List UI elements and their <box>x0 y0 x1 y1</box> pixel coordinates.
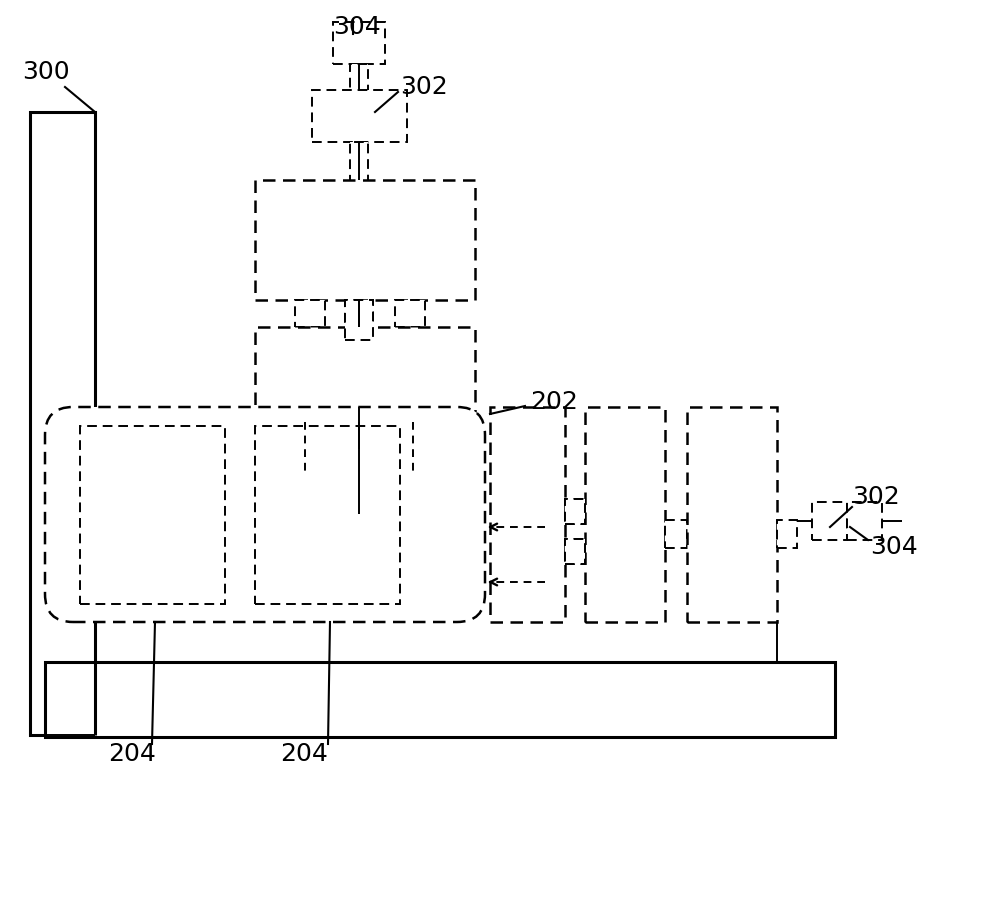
Bar <box>395 300 425 327</box>
Bar <box>295 300 325 327</box>
Bar <box>345 300 373 340</box>
Text: 202: 202 <box>530 390 578 414</box>
Text: 304: 304 <box>333 15 381 39</box>
Bar <box>490 407 565 622</box>
Bar <box>565 539 585 564</box>
FancyBboxPatch shape <box>45 407 485 622</box>
Bar <box>333 22 385 64</box>
Bar <box>255 426 400 604</box>
Text: 304: 304 <box>870 535 918 559</box>
Bar <box>80 426 225 604</box>
Text: 302: 302 <box>852 485 900 509</box>
Bar <box>255 180 475 300</box>
Bar <box>345 439 373 469</box>
Bar <box>565 499 585 524</box>
Bar <box>312 90 407 142</box>
Bar <box>255 327 475 422</box>
Bar <box>812 502 847 540</box>
Text: 302: 302 <box>400 75 448 99</box>
Bar <box>45 662 835 737</box>
Bar <box>665 520 687 548</box>
Bar <box>565 539 585 564</box>
Bar <box>847 502 882 540</box>
Text: 300: 300 <box>22 60 70 84</box>
Bar <box>30 112 95 735</box>
Bar <box>345 300 373 340</box>
Bar <box>687 407 777 622</box>
Bar <box>350 64 368 92</box>
Text: 204: 204 <box>280 742 328 766</box>
Text: 204: 204 <box>108 742 156 766</box>
Bar <box>585 407 665 622</box>
Bar <box>565 499 585 524</box>
Bar <box>350 142 368 182</box>
Bar <box>777 520 797 548</box>
Bar <box>255 462 475 514</box>
